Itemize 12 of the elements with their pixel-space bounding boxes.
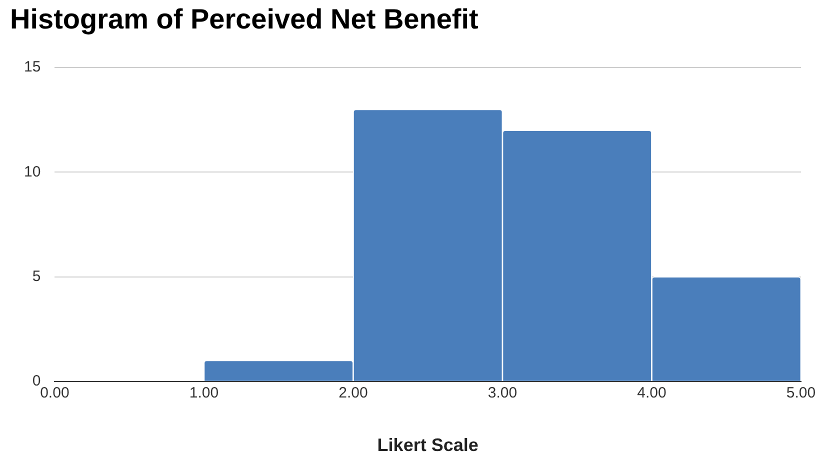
x-tick-label: 0.00	[40, 384, 70, 402]
x-tick-label: 2.00	[338, 384, 368, 402]
x-tick-label: 4.00	[637, 384, 666, 402]
y-tick-label: 10	[24, 163, 41, 180]
x-axis-title: Likert Scale	[377, 435, 478, 456]
x-tick-label: 1.00	[189, 384, 219, 402]
chart-title: Histogram of Perceived Net Benefit	[10, 4, 478, 35]
y-tick-label: 5	[32, 268, 41, 285]
x-tick-label: 3.00	[488, 384, 518, 402]
y-tick-label: 0	[32, 372, 41, 390]
x-tick-label: 5.00	[786, 384, 816, 402]
y-tick-label: 15	[24, 58, 41, 76]
